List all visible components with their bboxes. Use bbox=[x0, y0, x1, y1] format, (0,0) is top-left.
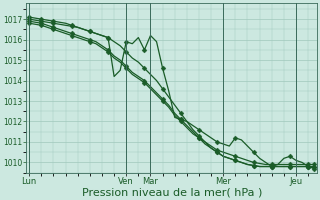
X-axis label: Pression niveau de la mer( hPa ): Pression niveau de la mer( hPa ) bbox=[82, 187, 262, 197]
